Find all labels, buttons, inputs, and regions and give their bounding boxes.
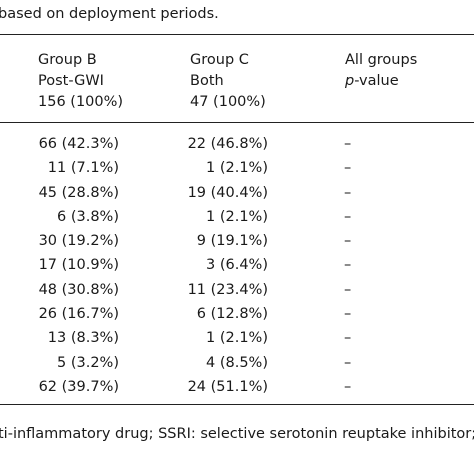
cell-group-c: 1 (2.1%) [206, 160, 268, 177]
header-p-rest: -value [354, 73, 399, 89]
cell-group-c: 24 (51.1%) [187, 378, 268, 395]
table-header-rule [0, 122, 474, 123]
cell-group-c: 9 (19.1%) [196, 233, 268, 250]
table-caption: based on deployment periods. [0, 6, 219, 22]
cell-group-c: 3 (6.4%) [206, 257, 268, 274]
table-body: 66 (42.3%) 22 (46.8%) –11 (7.1%) 1 (2.1%) –4… [0, 132, 474, 399]
cell-p-value: – [344, 378, 352, 395]
cell-p-value: – [344, 136, 352, 152]
header-group-c: Group C Both 47 (100%) [190, 50, 266, 113]
header-group-b-count: 156 (100%) [38, 94, 124, 110]
table-row: 30 (19.2%) 9 (19.1%) – [0, 229, 474, 253]
cell-group-c: 1 (2.1%) [206, 330, 268, 347]
cell-p-value: – [344, 233, 352, 250]
cell-group-b: 17 (10.9%) [38, 257, 119, 274]
cell-group-c: 11 (23.4%) [187, 281, 268, 298]
cell-p-value: – [344, 330, 352, 347]
cell-p-value: – [344, 184, 352, 201]
cell-group-b: 62 (39.7%) [38, 378, 119, 395]
table-bottom-rule [0, 404, 474, 405]
table-row: 6 (3.8%) 1 (2.1%) – [0, 205, 474, 229]
table-row: 62 (39.7%) 24 (51.1%) – [0, 375, 474, 399]
header-group-b-subtitle: Post-GWI [38, 73, 104, 89]
table-footnote: ti-inflammatory drug; SSRI: selective se… [0, 426, 474, 442]
cell-p-value: – [344, 208, 352, 225]
header-group-c-subtitle: Both [190, 73, 224, 89]
cell-p-value: – [344, 160, 352, 177]
cell-group-b: 48 (30.8%) [38, 281, 119, 298]
table-row: 11 (7.1%) 1 (2.1%) – [0, 156, 474, 180]
cell-group-b: 11 (7.1%) [47, 160, 119, 177]
cell-group-c: 4 (8.5%) [206, 354, 268, 371]
table-row: 26 (16.7%) 6 (12.8%) – [0, 302, 474, 326]
table-row: 66 (42.3%) 22 (46.8%) – [0, 132, 474, 156]
cell-group-b: 30 (19.2%) [38, 233, 119, 250]
cell-group-b: 26 (16.7%) [38, 306, 119, 323]
header-all-groups-name: All groups [345, 52, 418, 68]
cell-group-b: 5 (3.2%) [57, 354, 119, 371]
table-row: 17 (10.9%) 3 (6.4%) – [0, 253, 474, 277]
cell-group-b: 13 (8.3%) [47, 330, 119, 347]
cell-group-c: 22 (46.8%) [187, 136, 268, 152]
header-group-b-name: Group B [38, 52, 97, 68]
table-row: 5 (3.2%) 4 (8.5%) – [0, 351, 474, 375]
header-group-c-count: 47 (100%) [190, 94, 266, 110]
cell-p-value: – [344, 306, 352, 323]
header-p-value-label: p-value [345, 71, 417, 92]
header-group-b: Group B Post-GWI 156 (100%) [38, 50, 123, 113]
table-row: 48 (30.8%) 11 (23.4%) – [0, 278, 474, 302]
header-group-c-name: Group C [190, 52, 249, 68]
table-top-rule [0, 34, 474, 35]
cell-group-c: 1 (2.1%) [206, 208, 268, 225]
cell-group-b: 66 (42.3%) [38, 136, 119, 152]
cell-group-c: 19 (40.4%) [187, 184, 268, 201]
table-row: 45 (28.8%) 19 (40.4%) – [0, 181, 474, 205]
header-p-italic: p [345, 73, 355, 89]
table-row: 13 (8.3%) 1 (2.1%) – [0, 326, 474, 350]
header-all-groups: All groups p-value [345, 50, 417, 92]
cell-group-c: 6 (12.8%) [196, 306, 268, 323]
cell-group-b: 6 (3.8%) [57, 208, 119, 225]
cell-p-value: – [344, 281, 352, 298]
cell-p-value: – [344, 354, 352, 371]
cell-p-value: – [344, 257, 352, 274]
cell-group-b: 45 (28.8%) [38, 184, 119, 201]
